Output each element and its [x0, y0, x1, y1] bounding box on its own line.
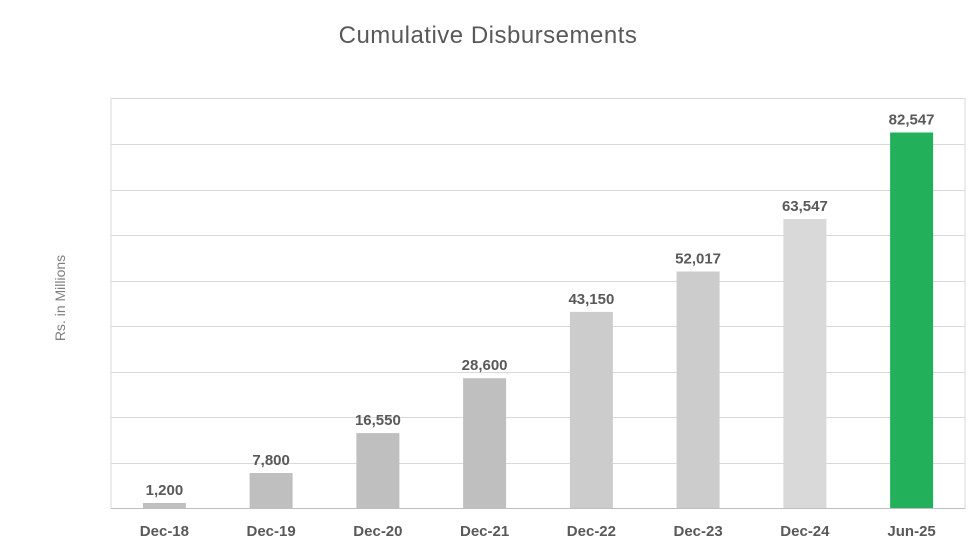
gridlines [111, 144, 965, 464]
plot-area-border [110, 98, 966, 509]
bar-dec-19 [249, 473, 293, 509]
data-label: 28,600 [462, 357, 508, 374]
category-labels: Dec-18 Dec-19 Dec-20 Dec-21 Dec-22 Dec-23 Dec-… [140, 523, 936, 540]
chart-title: Cumulative Disbursements [338, 22, 638, 49]
category-label: Dec-24 [780, 523, 830, 540]
data-labels: 1,200 7,800 16,550 28,600 43,150 52,017 63,547… [146, 112, 935, 500]
data-label: 82,547 [889, 112, 935, 129]
data-label: 63,547 [782, 198, 828, 215]
category-label: Jun-25 [887, 523, 935, 540]
bar-dec-18 [142, 503, 186, 509]
data-label: 52,017 [675, 251, 721, 268]
category-label: Dec-21 [460, 523, 509, 540]
bar-jun-25 [890, 132, 934, 509]
category-label: Dec-20 [353, 523, 402, 540]
data-label: 1,200 [146, 482, 184, 499]
bars [142, 132, 934, 509]
category-label: Dec-19 [246, 523, 295, 540]
bar-dec-21 [463, 378, 507, 509]
bar-dec-23 [676, 271, 720, 509]
bar-dec-20 [356, 433, 400, 509]
category-label: Dec-18 [140, 523, 189, 540]
bar-dec-22 [569, 311, 613, 509]
data-label: 7,800 [252, 452, 290, 469]
data-label: 43,150 [568, 291, 614, 308]
category-label: Dec-23 [673, 523, 722, 540]
data-label: 16,550 [355, 412, 401, 429]
bar-dec-24 [783, 219, 827, 509]
category-label: Dec-22 [567, 523, 616, 540]
